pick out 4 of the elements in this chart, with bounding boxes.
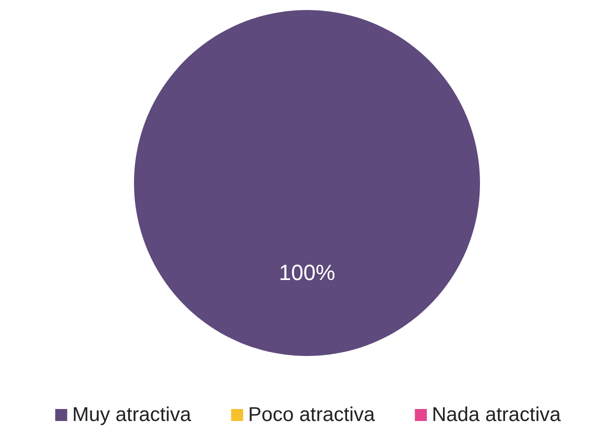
legend-label: Muy atractiva	[72, 404, 192, 426]
legend-label: Poco atractiva	[248, 404, 376, 426]
legend-label: Nada atractiva	[432, 404, 562, 426]
data-label: 100%	[278, 260, 336, 285]
